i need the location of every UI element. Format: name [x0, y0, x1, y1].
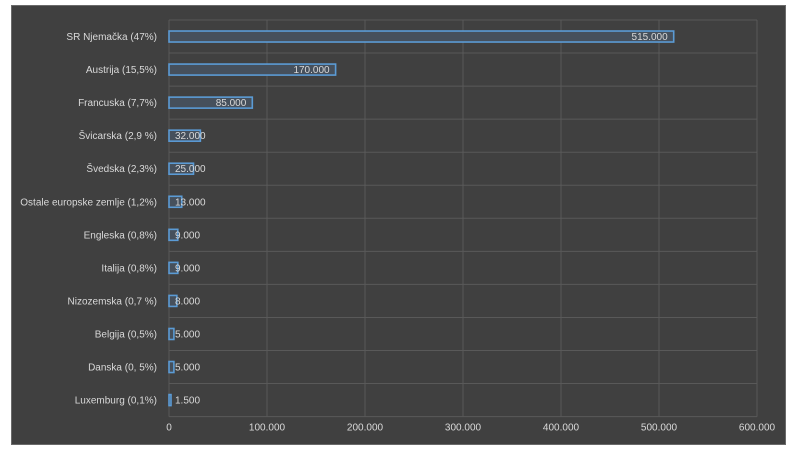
bar — [168, 393, 172, 407]
x-tick-label: 500.000 — [641, 423, 678, 434]
data-label: 13.000 — [175, 197, 206, 208]
category-label: Danska (0, 5%) — [88, 363, 157, 374]
bar — [168, 228, 179, 242]
x-tick-label: 600.000 — [739, 423, 776, 434]
category-label: Belgija (0,5%) — [95, 329, 157, 340]
category-label: Nizozemska (0,7 %) — [68, 296, 157, 307]
bar — [168, 261, 179, 275]
data-label: 85.000 — [216, 98, 247, 109]
gridlines — [168, 19, 758, 418]
bar-chart: 515.000 170.000 85.000 32.000 25.000 13.000 9.… — [12, 6, 785, 444]
data-label: 25.000 — [175, 164, 206, 175]
category-label: Luxemburg (0,1%) — [75, 396, 157, 407]
bar — [168, 294, 178, 308]
x-tick-label: 400.000 — [543, 423, 580, 434]
category-labels: SR Njemačka (47%) Austrija (15,5%) Francus… — [20, 32, 157, 407]
data-label: 9.000 — [175, 263, 200, 274]
data-label: 8.000 — [175, 296, 200, 307]
category-label: Engleska (0,8%) — [84, 230, 157, 241]
category-label: Švicarska (2,9 %) — [79, 129, 157, 142]
x-tick-label: 200.000 — [347, 423, 384, 434]
category-label: SR Njemačka (47%) — [66, 32, 157, 43]
x-tick-label: 300.000 — [445, 423, 482, 434]
category-label: Ostale europske zemlje (1,2%) — [20, 197, 157, 208]
x-tick-labels: 0 100.000 200.000 300.000 400.000 500.000 600.… — [166, 423, 775, 434]
bar — [168, 30, 675, 43]
bar — [168, 162, 195, 176]
data-label: 5.000 — [175, 329, 200, 340]
bar — [168, 360, 175, 374]
x-tick-label: 100.000 — [249, 423, 286, 434]
category-label: Italija (0,8%) — [101, 263, 157, 274]
data-label: 1.500 — [175, 396, 200, 407]
bar — [168, 327, 175, 341]
chart-container: 515.000 170.000 85.000 32.000 25.000 13.000 9.… — [11, 5, 786, 445]
category-label: Francuska (7,7%) — [78, 98, 157, 109]
data-label: 32.000 — [175, 131, 206, 142]
bars — [168, 30, 675, 407]
x-tick-label: 0 — [166, 423, 172, 434]
value-labels: 515.000 170.000 85.000 32.000 25.000 13.000 9.… — [175, 32, 668, 407]
category-label: Švedska (2,3%) — [86, 162, 157, 175]
bar — [168, 129, 202, 142]
category-label: Austrija (15,5%) — [86, 65, 157, 76]
bar — [168, 195, 183, 209]
bar — [168, 96, 254, 109]
data-label: 9.000 — [175, 230, 200, 241]
data-label: 5.000 — [175, 363, 200, 374]
data-label: 515.000 — [632, 32, 669, 43]
data-label: 170.000 — [293, 65, 330, 76]
bar — [168, 63, 337, 76]
